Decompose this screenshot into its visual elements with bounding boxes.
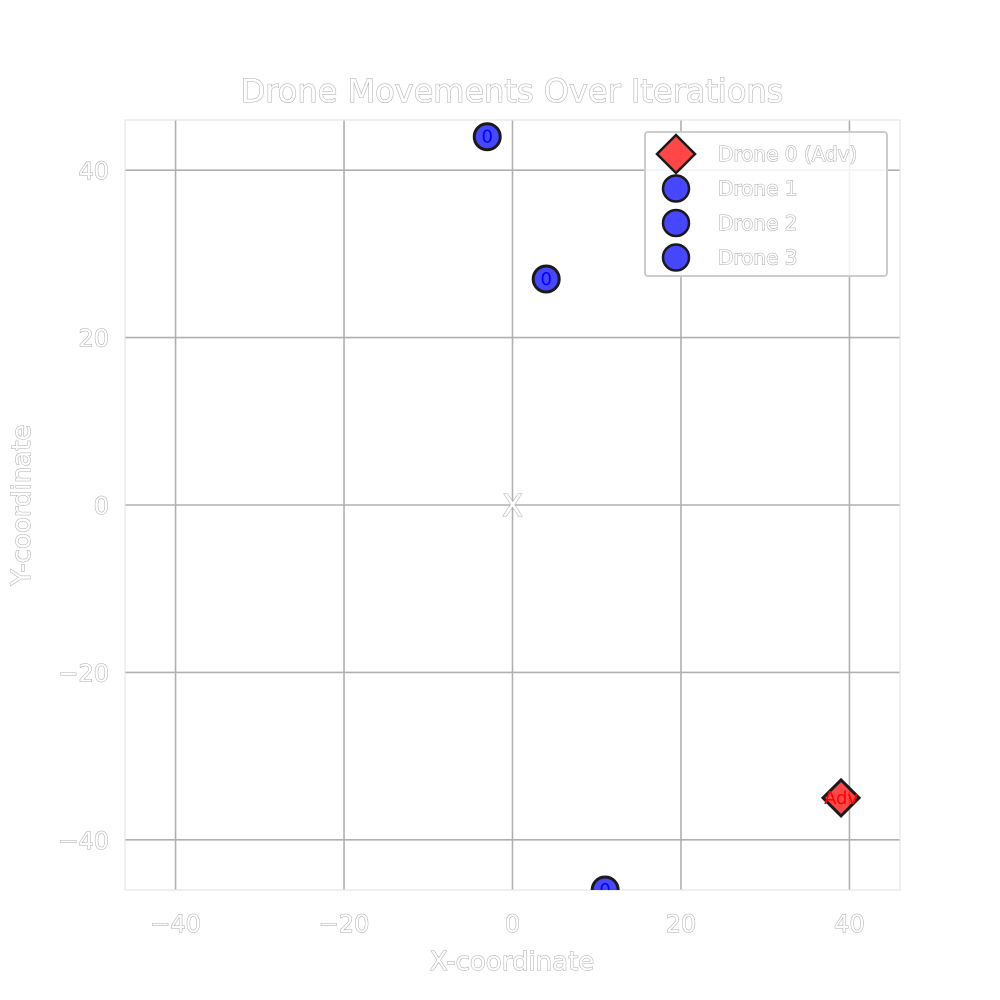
drone-point-label: 0 (540, 269, 551, 290)
legend: Drone 0 (Adv) Drone 1 Drone 2 Drone 3 (644, 131, 888, 277)
drone-point-label: Adv (824, 788, 858, 809)
legend-entry-label: Drone 0 (Adv) (718, 142, 857, 166)
plot-frame (124, 119, 901, 891)
drone-point-label: 0 (482, 127, 493, 148)
y-tick-label: −20 (58, 659, 109, 687)
legend-entry-label: Drone 2 (718, 211, 797, 235)
legend-marker-diamond (655, 133, 697, 175)
drone-marker-3 (590, 875, 620, 890)
legend-entry-label: Drone 3 (718, 246, 797, 270)
x-tick-label: 20 (666, 910, 697, 938)
x-axis-ticks: −40 −20 0 20 40 (150, 910, 866, 939)
legend-marker-circle (661, 208, 691, 238)
y-axis-ticks: −40 −20 0 20 40 (58, 157, 110, 856)
chart-title: Drone Movements Over Iterations (241, 72, 784, 110)
center-marker: X (502, 489, 524, 525)
x-tick-label: −20 (319, 910, 370, 938)
x-tick-label: 40 (834, 910, 865, 938)
data-points: Adv 0 0 0 (472, 122, 862, 901)
x-tick-label: 0 (505, 910, 520, 938)
y-tick-label: 0 (94, 492, 109, 520)
legend-frame (644, 131, 888, 277)
x-axis-label: X-coordinate (430, 947, 595, 977)
y-tick-label: 20 (78, 325, 109, 353)
legend-marker-circle (661, 174, 691, 203)
drone-marker-2 (531, 264, 561, 294)
y-tick-label: −40 (58, 827, 109, 855)
drone-point-label: 0 (599, 880, 610, 901)
y-tick-label: 40 (78, 157, 109, 185)
legend-marker-circle (661, 243, 691, 272)
legend-entry-label: Drone 1 (718, 177, 797, 201)
center-x-marker: X (502, 489, 523, 524)
drone-marker-adv (820, 777, 862, 819)
x-tick-label: −40 (150, 910, 201, 938)
y-axis-label: Y-coordinate (7, 425, 37, 587)
drone-marker-1 (472, 122, 502, 152)
